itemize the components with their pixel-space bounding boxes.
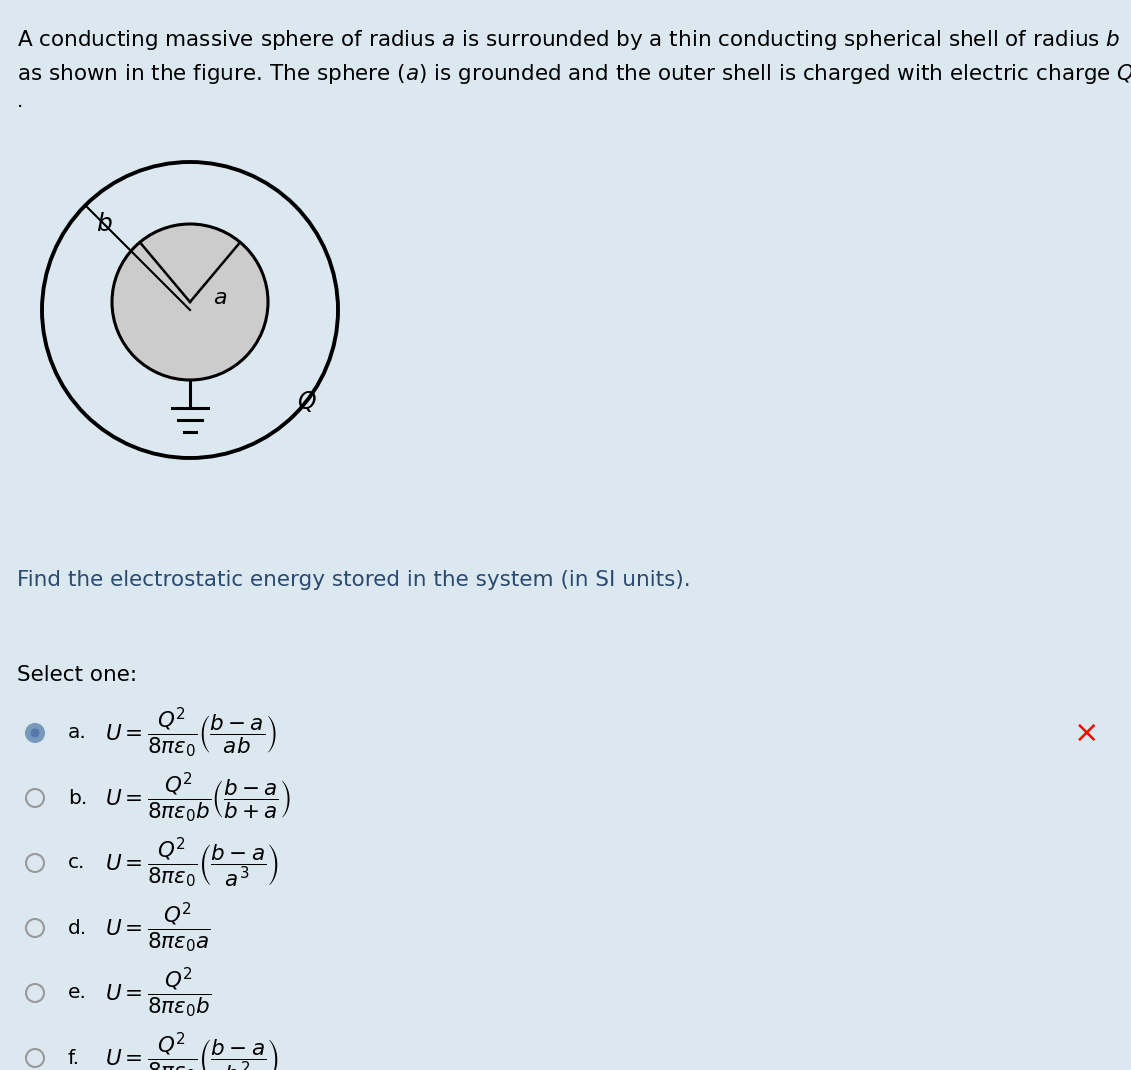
Text: a.: a. [68,723,87,743]
Text: as shown in the figure. The sphere ($a$) is grounded and the outer shell is char: as shown in the figure. The sphere ($a$)… [17,62,1131,86]
Text: d.: d. [68,918,87,937]
Text: $b$: $b$ [96,213,112,235]
Text: c.: c. [68,854,85,872]
Circle shape [26,724,44,742]
Text: $U = \dfrac{Q^2}{8\pi\varepsilon_0 b}$: $U = \dfrac{Q^2}{8\pi\varepsilon_0 b}$ [105,966,211,1021]
Text: $U = \dfrac{Q^2}{8\pi\varepsilon_0} \left(\dfrac{b-a}{b^2}\right)$: $U = \dfrac{Q^2}{8\pi\varepsilon_0} \lef… [105,1030,279,1070]
Text: $a$: $a$ [213,287,226,309]
Text: f.: f. [68,1049,80,1068]
Text: e.: e. [68,983,87,1003]
Circle shape [31,729,40,737]
Text: $U = \dfrac{Q^2}{8\pi\varepsilon_0} \left(\dfrac{b-a}{ab}\right)$: $U = \dfrac{Q^2}{8\pi\varepsilon_0} \lef… [105,706,277,761]
Text: .: . [17,92,24,111]
Text: $\times$: $\times$ [1072,718,1096,748]
Text: $Q$: $Q$ [296,389,317,414]
Text: $U = \dfrac{Q^2}{8\pi\varepsilon_0 a}$: $U = \dfrac{Q^2}{8\pi\varepsilon_0 a}$ [105,901,210,956]
Text: $U = \dfrac{Q^2}{8\pi\varepsilon_0} \left(\dfrac{b-a}{a^3}\right)$: $U = \dfrac{Q^2}{8\pi\varepsilon_0} \lef… [105,836,279,890]
Text: A conducting massive sphere of radius $a$ is surrounded by a thin conducting sph: A conducting massive sphere of radius $a… [17,28,1121,52]
Text: Select one:: Select one: [17,664,137,685]
Text: $U = \dfrac{Q^2}{8\pi\varepsilon_0 b} \left(\dfrac{b-a}{b+a}\right)$: $U = \dfrac{Q^2}{8\pi\varepsilon_0 b} \l… [105,770,291,825]
Text: b.: b. [68,789,87,808]
Text: Find the electrostatic energy stored in the system (in SI units).: Find the electrostatic energy stored in … [17,570,691,590]
Circle shape [112,224,268,380]
